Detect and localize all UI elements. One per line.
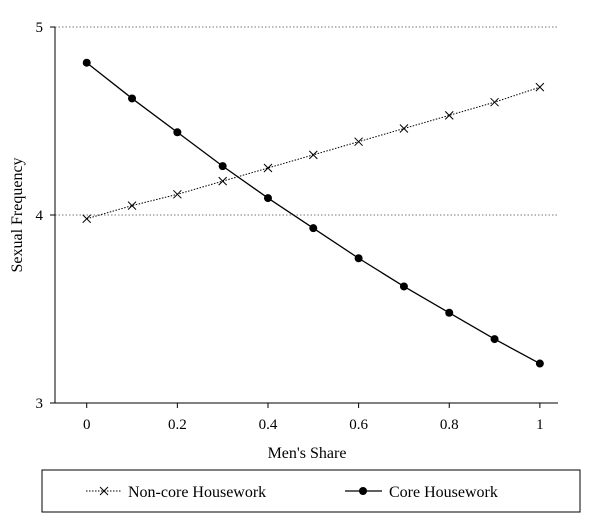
x-ticks: 0 0.2 0.4 0.6 0.8 1 — [83, 403, 544, 433]
legend-core-marker — [359, 487, 367, 495]
series-line-noncore — [86, 86, 541, 220]
legend: Non-core Housework Core Housework — [41, 469, 581, 513]
data-point-core — [263, 194, 272, 203]
gridlines — [55, 26, 558, 216]
x-tick-label: 1 — [536, 417, 544, 433]
series-lines — [82, 58, 545, 368]
y-tick-label: 4 — [36, 208, 44, 224]
data-point-core — [309, 224, 318, 233]
y-axis-title: Sexual Frequency — [9, 157, 26, 272]
data-point-noncore — [263, 163, 273, 173]
data-point-core — [445, 308, 454, 317]
data-point-core — [82, 58, 91, 67]
data-point-core — [490, 335, 499, 344]
data-point-core — [535, 359, 544, 368]
data-point-core — [128, 94, 137, 103]
data-point-noncore — [444, 111, 454, 120]
y-ticks: 3 4 5 — [36, 20, 55, 412]
data-point-noncore — [535, 82, 545, 92]
x-tick-label: 0.4 — [259, 417, 278, 433]
data-point-core — [173, 128, 182, 137]
legend-noncore-label: Non-core Housework — [128, 484, 266, 501]
data-point-core — [354, 254, 363, 263]
data-point-noncore — [127, 201, 137, 210]
series-line-core — [86, 62, 541, 365]
x-tick-label: 0.6 — [349, 417, 368, 433]
data-point-core — [218, 162, 227, 171]
y-tick-label: 3 — [36, 396, 44, 412]
x-tick-label: 0.8 — [440, 417, 459, 433]
y-tick-label: 5 — [36, 20, 44, 36]
data-point-noncore — [308, 150, 318, 160]
data-point-noncore — [354, 137, 363, 147]
legend-box — [41, 469, 581, 513]
data-point-noncore — [490, 97, 499, 107]
x-axis-title: Men's Share — [268, 445, 347, 462]
data-point-noncore — [399, 124, 409, 133]
legend-core-label: Core Housework — [389, 484, 498, 501]
legend-noncore-marker — [99, 486, 109, 496]
series-noncore — [82, 82, 545, 224]
data-point-noncore — [82, 214, 92, 224]
data-point-noncore — [218, 176, 228, 186]
data-point-noncore — [172, 189, 182, 199]
series-core — [82, 58, 544, 368]
x-tick-label: 0 — [83, 417, 91, 433]
data-point-core — [399, 282, 408, 291]
x-tick-label: 0.2 — [168, 417, 187, 433]
